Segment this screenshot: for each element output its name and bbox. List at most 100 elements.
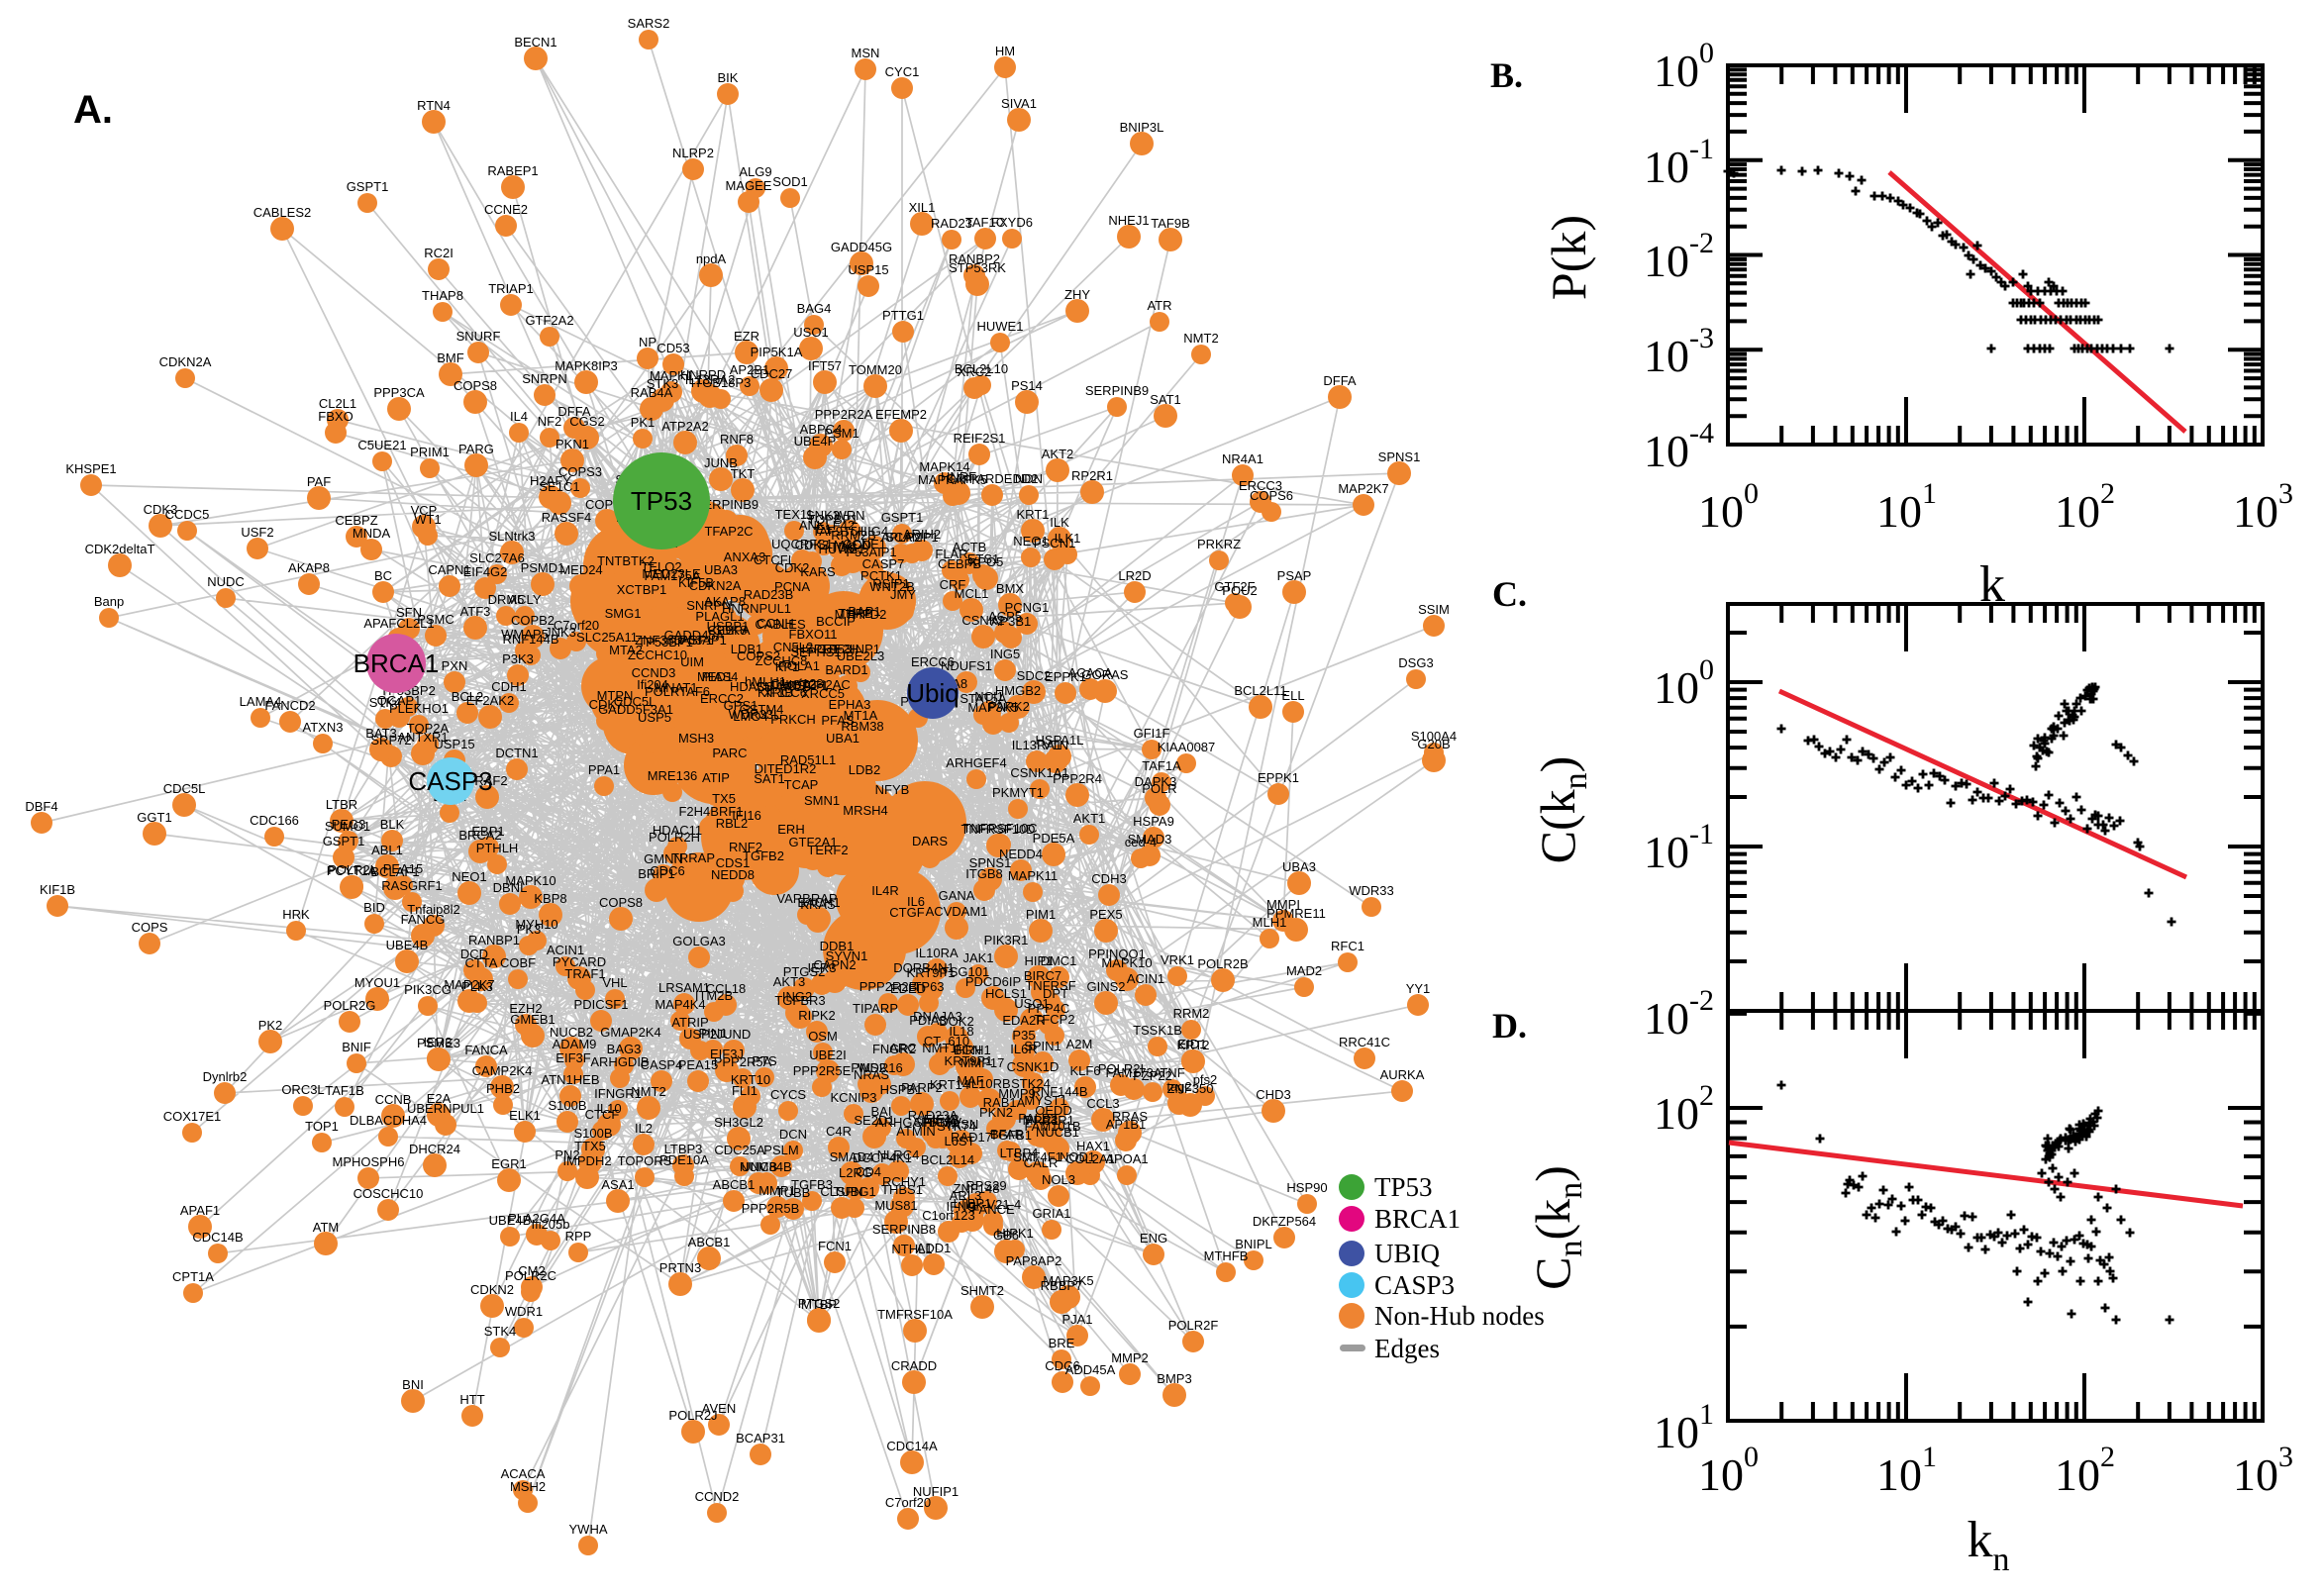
svg-text:CSTF1: CSTF1 <box>787 678 828 693</box>
svg-text:PTS: PTS <box>752 1053 777 1068</box>
svg-text:UNC84B: UNC84B <box>741 1159 791 1174</box>
svg-text:BNIP3L: BNIP3L <box>1120 120 1164 135</box>
svg-text:SARS2: SARS2 <box>628 16 670 31</box>
svg-text:BAG3: BAG3 <box>607 1042 642 1056</box>
svg-text:SMG1: SMG1 <box>605 606 642 621</box>
svg-text:TTX5: TTX5 <box>574 1139 606 1153</box>
svg-text:FAM173A: FAM173A <box>1105 1065 1162 1080</box>
svg-text:TAF1B: TAF1B <box>325 1083 364 1098</box>
svg-text:IL10: IL10 <box>596 1101 621 1116</box>
svg-text:ATXN3: ATXN3 <box>303 720 344 735</box>
svg-text:COPS3: COPS3 <box>558 464 602 479</box>
svg-text:FANCG: FANCG <box>401 912 446 927</box>
svg-text:TSSK1B: TSSK1B <box>1133 1023 1182 1038</box>
svg-text:ANTXR1: ANTXR1 <box>397 730 448 745</box>
svg-text:KARS: KARS <box>800 564 836 579</box>
svg-text:BACH1: BACH1 <box>797 895 840 910</box>
svg-text:CAPN1: CAPN1 <box>428 562 470 577</box>
svg-text:SEPHS1: SEPHS1 <box>790 645 841 659</box>
svg-text:FNGR2: FNGR2 <box>872 1042 916 1056</box>
svg-text:SPNS1: SPNS1 <box>969 855 1012 870</box>
svg-text:DFFA: DFFA <box>1323 373 1357 388</box>
svg-text:GGT1: GGT1 <box>137 810 171 825</box>
svg-text:NOD1: NOD1 <box>1060 1149 1095 1164</box>
svg-text:PYCARD: PYCARD <box>553 954 606 969</box>
svg-text:PPINQO1: PPINQO1 <box>1088 947 1146 961</box>
svg-text:MAPK8IP3: MAPK8IP3 <box>555 358 618 373</box>
svg-text:XPO5: XPO5 <box>969 554 1004 569</box>
svg-text:HNRF: HNRF <box>941 469 976 484</box>
svg-text:ACTB: ACTB <box>953 540 987 554</box>
svg-text:HUWE1: HUWE1 <box>977 319 1024 334</box>
svg-text:RC2I: RC2I <box>424 246 454 260</box>
svg-text:MRC1: MRC1 <box>1023 1113 1060 1128</box>
svg-text:MAPK11: MAPK11 <box>1008 868 1058 883</box>
svg-text:MCL1: MCL1 <box>955 586 989 601</box>
svg-text:CDK7: CDK7 <box>589 697 624 712</box>
svg-text:PXN: PXN <box>442 658 468 673</box>
svg-text:IER3: IER3 <box>424 1035 453 1049</box>
svg-text:GSPT1: GSPT1 <box>881 510 924 525</box>
svg-text:MRE136: MRE136 <box>648 768 698 783</box>
svg-text:RPS29: RPS29 <box>965 1178 1006 1193</box>
svg-text:MTBP: MTBP <box>801 1297 837 1312</box>
svg-text:UBE4B: UBE4B <box>386 938 429 952</box>
svg-text:MTPN: MTPN <box>597 688 634 703</box>
svg-text:RNF144B: RNF144B <box>1031 1084 1087 1099</box>
svg-text:EIF3J: EIF3J <box>710 1047 744 1061</box>
svg-text:BRCA2: BRCA2 <box>458 828 501 843</box>
svg-text:ACIN1: ACIN1 <box>1127 971 1164 986</box>
svg-text:SNURF: SNURF <box>456 329 501 344</box>
svg-text:LRSAM1: LRSAM1 <box>658 980 710 995</box>
svg-text:UBIQ: UBIQ <box>1374 1239 1440 1268</box>
svg-text:GORAS: GORAS <box>1082 667 1129 682</box>
svg-text:DBNL: DBNL <box>493 880 528 895</box>
svg-text:BFAR: BFAR <box>990 1127 1024 1142</box>
svg-text:AKT3: AKT3 <box>773 974 806 989</box>
svg-text:TAF1C: TAF1C <box>965 215 1005 230</box>
svg-text:ARHGAP5: ARHGAP5 <box>875 1115 937 1130</box>
svg-text:CDKN2: CDKN2 <box>470 1282 514 1297</box>
svg-text:CTTA: CTTA <box>465 955 498 970</box>
svg-text:SERPINB9: SERPINB9 <box>1085 383 1149 398</box>
svg-text:ITGAV: ITGAV <box>924 1115 961 1130</box>
svg-text:RFC1: RFC1 <box>1331 939 1364 953</box>
svg-text:XRC2: XRC2 <box>958 364 992 379</box>
svg-text:DCTN1: DCTN1 <box>495 746 538 760</box>
svg-text:PRTN3: PRTN3 <box>659 1260 701 1275</box>
svg-text:S100A4: S100A4 <box>1411 729 1457 744</box>
svg-text:PCNG1: PCNG1 <box>1005 600 1050 615</box>
svg-text:NMT1: NMT1 <box>922 1041 957 1055</box>
svg-text:USP15: USP15 <box>434 737 474 751</box>
svg-text:EBP1: EBP1 <box>471 824 504 839</box>
svg-text:GTF2F: GTF2F <box>1214 579 1255 594</box>
svg-text:TOMM20: TOMM20 <box>849 362 902 377</box>
svg-text:TERF2: TERF2 <box>807 843 848 857</box>
svg-text:PDE5A: PDE5A <box>1033 831 1075 846</box>
svg-text:BAI: BAI <box>871 1104 892 1119</box>
svg-text:HAX1: HAX1 <box>1076 1139 1110 1153</box>
svg-text:GOLGA3: GOLGA3 <box>672 934 725 948</box>
svg-text:PKN1: PKN1 <box>556 437 589 451</box>
svg-text:UBE2I: UBE2I <box>809 1047 847 1062</box>
svg-text:EDED: EDED <box>890 981 926 996</box>
svg-text:MAF: MAF <box>957 1073 984 1088</box>
svg-text:ABCB1: ABCB1 <box>688 1235 731 1249</box>
svg-text:PPP3R1: PPP3R1 <box>1025 1113 1074 1128</box>
svg-text:S100B: S100B <box>573 1126 612 1141</box>
svg-text:ILK: ILK <box>1050 515 1069 530</box>
svg-text:TP53: TP53 <box>631 486 692 516</box>
svg-text:HDAC8: HDAC8 <box>730 679 773 694</box>
svg-text:Banp: Banp <box>94 594 124 609</box>
svg-text:IL13RA2: IL13RA2 <box>685 372 736 387</box>
svg-text:CDC25A: CDC25A <box>714 1143 765 1157</box>
svg-text:IL4: IL4 <box>510 409 528 424</box>
svg-text:AKT2: AKT2 <box>1042 447 1074 461</box>
svg-text:KRT1: KRT1 <box>1017 507 1050 522</box>
svg-text:TUBB: TUBB <box>776 1185 811 1200</box>
svg-text:MMP17: MMP17 <box>960 1055 1005 1070</box>
svg-text:RAD23B: RAD23B <box>744 587 794 602</box>
svg-text:MADD: MADD <box>834 538 871 552</box>
svg-text:CCDC5: CCDC5 <box>165 507 210 522</box>
svg-text:GADD45G: GADD45G <box>831 240 892 254</box>
